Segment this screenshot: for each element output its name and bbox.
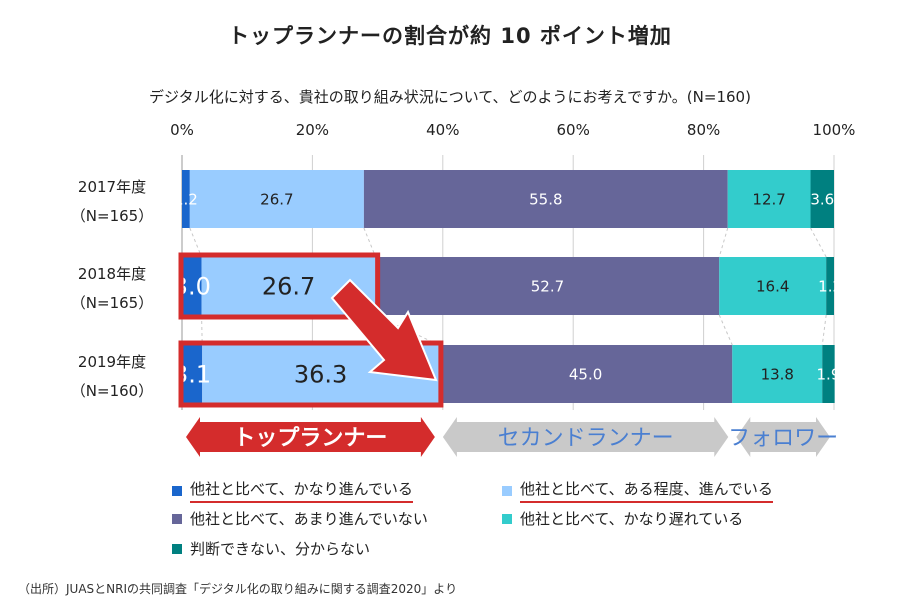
legend-label-0: 他社と比べて、かなり進んでいる (190, 478, 413, 503)
x-tick-label: 60% (557, 121, 590, 139)
data-label: 16.4 (756, 277, 789, 295)
bar-segment (182, 345, 203, 403)
bar-segment (363, 170, 728, 228)
bar-segment (182, 257, 202, 315)
x-tick-label: 80% (687, 121, 720, 139)
highlight-box (178, 340, 444, 408)
category-label-year: 2019年度 (78, 353, 146, 371)
chart-title: トップランナーの割合が約 10 ポイント増加 (228, 24, 672, 48)
legend-swatch-1 (502, 485, 512, 496)
data-label: 13.8 (761, 365, 794, 383)
legend-label-3: 他社と比べて、かなり遅れている (520, 510, 744, 528)
data-label: 52.7 (531, 277, 564, 295)
connector-line (201, 314, 203, 346)
bar-segment (438, 345, 733, 403)
category-label-n: （N=165） (71, 294, 153, 312)
bar-segment (732, 345, 823, 403)
legend-label-2: 他社と比べて、あまり進んでいない (190, 510, 428, 528)
bar-segment (375, 257, 720, 315)
x-tick-label: 0% (170, 121, 194, 139)
legend-swatch-4 (172, 543, 182, 554)
top-runner-band-label: トップランナー (233, 426, 387, 451)
legend-item-1: 他社と比べて、ある程度、進んでいる (502, 478, 773, 503)
legend-item-2: 他社と比べて、あまり進んでいない (172, 508, 428, 529)
data-label: 12.7 (752, 190, 785, 208)
data-label: 26.7 (260, 190, 293, 208)
data-label: 36.3 (294, 361, 347, 389)
x-tick-label: 20% (296, 121, 329, 139)
bar-segment (727, 170, 811, 228)
highlight-box (178, 252, 381, 320)
bar-segment (826, 257, 834, 315)
connector-line (189, 227, 203, 258)
data-label: 3.0 (173, 273, 211, 301)
bar-segment (810, 170, 834, 228)
data-label: 26.7 (262, 273, 315, 301)
connector-line (718, 314, 733, 346)
legend-label-1: 他社と比べて、ある程度、進んでいる (520, 478, 773, 503)
category-label-year: 2018年度 (78, 265, 146, 283)
data-label: 1.9 (817, 365, 841, 383)
follower-band (736, 417, 830, 457)
legend-item-3: 他社と比べて、かなり遅れている (502, 508, 743, 529)
second-runner-band (442, 417, 729, 457)
top-runner-band (186, 417, 435, 457)
data-label: 55.8 (529, 190, 562, 208)
red-arrow (330, 278, 438, 382)
data-label: 3.6 (810, 190, 834, 208)
bar-segment (822, 345, 835, 403)
bar-segment (182, 170, 190, 228)
legend-swatch-2 (172, 513, 182, 524)
x-tick-label: 40% (426, 121, 459, 139)
chart-subtitle: デジタル化に対する、貴社の取り組み状況について、どのようにお考えですか。(N=1… (149, 88, 751, 106)
connector-line (821, 314, 827, 346)
data-label: 45.0 (569, 365, 602, 383)
category-label-n: （N=160） (71, 382, 153, 400)
connector-line (718, 227, 729, 258)
bar-segment (189, 170, 364, 228)
data-label: 1.2 (174, 190, 198, 208)
x-tick-label: 100% (813, 121, 856, 139)
legend-swatch-3 (502, 513, 512, 524)
connector-line (363, 227, 377, 258)
category-label-year: 2017年度 (78, 178, 146, 196)
data-label: 1.2 (818, 277, 842, 295)
second-runner-band-label: セカンドランナー (498, 426, 674, 451)
connector-line (810, 227, 827, 258)
legend-item-0: 他社と比べて、かなり進んでいる (172, 478, 413, 503)
legend-label-4: 判断できない、分からない (190, 540, 371, 558)
source-note: （出所）JUASとNRIの共同調査「デジタル化の取り組みに関する調査2020」よ… (18, 582, 458, 596)
bar-segment (719, 257, 827, 315)
category-label-n: （N=165） (71, 207, 153, 225)
legend-item-4: 判断できない、分からない (172, 538, 370, 559)
legend-swatch-0 (172, 485, 182, 496)
follower-band-label: フォロワー (728, 426, 838, 451)
